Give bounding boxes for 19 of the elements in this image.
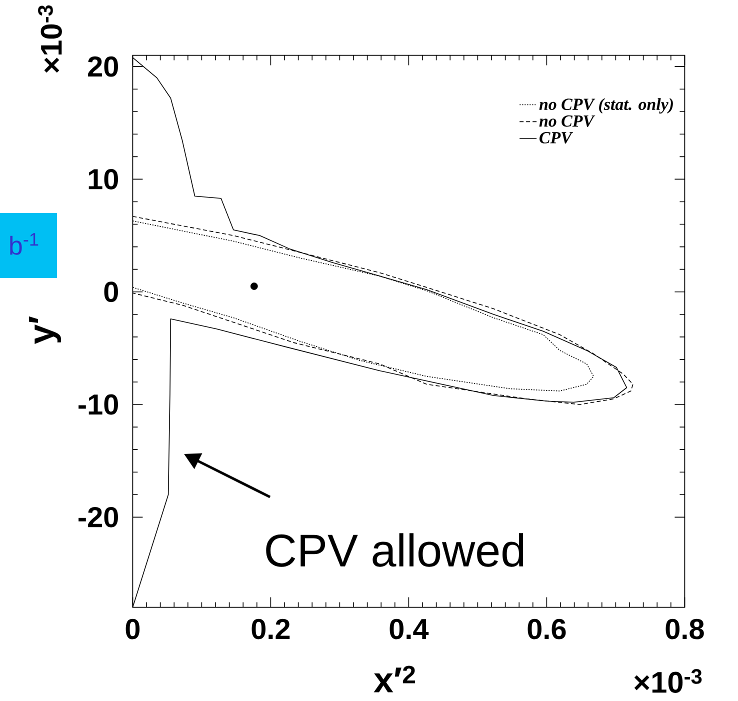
y-tick-label: 10 bbox=[88, 168, 118, 190]
x-tick-label: 0.4 bbox=[390, 618, 429, 640]
x-tick-label: 0.8 bbox=[666, 618, 704, 640]
y-tick-label: 20 bbox=[88, 56, 118, 77]
x-tick-label: 0.2 bbox=[252, 618, 290, 640]
y-tick-label: -10 bbox=[78, 394, 118, 415]
y-tick-label: 0 bbox=[104, 282, 118, 302]
x-axis-title: x′$^{2}$ bbox=[374, 666, 415, 692]
legend-label: no CPV (stat. only) bbox=[539, 98, 673, 114]
text: ×10$^{-3}$ bbox=[634, 669, 702, 693]
text: ×10$^{-3}$ bbox=[38, 5, 62, 73]
y-axis-title: y′ bbox=[28, 316, 62, 344]
y-tick-label: -20 bbox=[78, 506, 118, 528]
legend-label: no CPV bbox=[539, 115, 596, 127]
x-tick-label: 0.6 bbox=[528, 618, 566, 640]
x-tick-label: 0 bbox=[126, 618, 140, 640]
annotation: CPV allowed bbox=[266, 533, 524, 567]
legend-label: CPV bbox=[540, 132, 574, 144]
text: b$^{-1}$ bbox=[10, 233, 38, 255]
